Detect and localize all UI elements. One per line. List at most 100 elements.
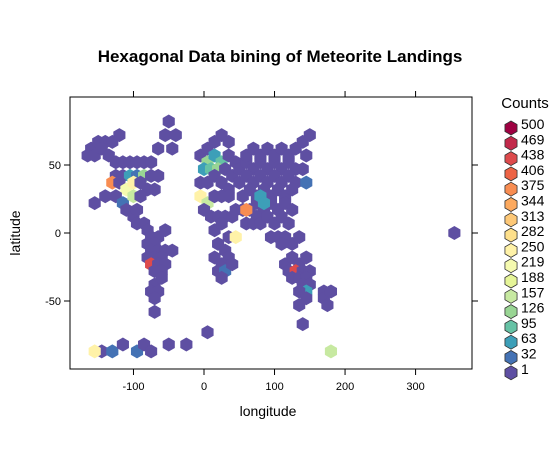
hexbin-cell [303, 128, 316, 143]
y-axis-label: latitude [7, 210, 23, 255]
legend-swatch [504, 334, 518, 350]
legend-swatch [504, 258, 518, 274]
x-tick-label: 200 [336, 381, 354, 393]
legend-label: 188 [521, 269, 545, 285]
hexbin-cell [286, 202, 299, 217]
x-axis: -100 0 100 200 300 [122, 91, 425, 393]
legend-swatch [504, 227, 518, 243]
hexbin-cell [293, 230, 306, 245]
hexbin-cell [300, 250, 313, 265]
hexbin-cell [159, 128, 172, 143]
hexbin-cell [324, 344, 338, 359]
legend-swatch [504, 166, 518, 182]
hexbin-cell [145, 155, 158, 170]
hexbin-cell [293, 298, 306, 313]
hexbin-cell [222, 189, 235, 204]
hexbin-cell [222, 134, 235, 149]
hexbin-cell [282, 216, 295, 231]
legend-swatch [504, 151, 518, 167]
legend-label: 63 [521, 330, 537, 346]
legend-label: 469 [521, 131, 545, 147]
legend-swatch [504, 319, 518, 335]
hexbin-cell [162, 337, 175, 352]
legend-swatch [504, 350, 518, 365]
legend-label: 344 [521, 193, 545, 209]
hexbin-cell [113, 128, 126, 143]
legend-swatch [504, 181, 518, 197]
legend-label: 500 [521, 116, 545, 132]
hexbin-cell [159, 223, 172, 238]
hexbin-cell [166, 243, 179, 258]
legend: Counts 500469438406375344313282250219188… [501, 95, 549, 381]
legend-label: 32 [521, 346, 537, 362]
hexbin-cell [130, 202, 144, 217]
y-tick-label: 0 [55, 228, 61, 240]
hexbin-cell [296, 162, 309, 177]
y-tick-label: -50 [45, 296, 61, 308]
legend-label: 313 [521, 208, 545, 224]
y-axis: -50 0 50 [45, 160, 478, 308]
legend-swatch [504, 120, 518, 136]
legend-label: 375 [521, 177, 545, 193]
hexbin-cell [148, 291, 161, 306]
hexbin-cell [166, 141, 179, 156]
x-tick-label: 100 [265, 381, 283, 393]
x-tick-label: -100 [122, 381, 144, 393]
legend-label: 282 [521, 223, 545, 239]
hexbin-cell [300, 175, 313, 190]
legend-label: 1 [521, 361, 529, 377]
hexbin-cell [116, 337, 129, 352]
chart-title: Hexagonal Data bining of Meteorite Landi… [98, 47, 463, 66]
hexbin-cell [201, 325, 214, 340]
legend-swatch [504, 273, 518, 289]
hexbin-cell [226, 257, 239, 272]
hexbin-cell [300, 148, 313, 163]
legend-swatch [504, 212, 518, 228]
hexbin-cell [321, 298, 334, 313]
legend-label: 250 [521, 238, 545, 254]
hexbin-cell [229, 230, 242, 245]
legend-swatch [504, 135, 518, 151]
hexbin-cell [162, 114, 175, 129]
hexbin-cell [240, 202, 253, 217]
hexbin-cell [286, 182, 299, 197]
hexbin-cell [152, 141, 165, 156]
legend-swatch [504, 197, 518, 212]
legend-label: 157 [521, 284, 545, 300]
legend-label: 126 [521, 300, 545, 316]
hexbin-cell [257, 196, 271, 211]
hexbin-cell [106, 344, 119, 359]
legend-label: 219 [521, 254, 545, 270]
x-tick-label: 0 [201, 381, 207, 393]
legend-label: 438 [521, 147, 545, 163]
hexbin-cell [88, 196, 101, 211]
x-axis-label: longitude [240, 403, 297, 419]
hexbin-cell [99, 189, 112, 204]
hexbin-cell [180, 337, 193, 352]
legend-swatch [504, 365, 518, 381]
hexbin-cell [215, 270, 228, 285]
legend-swatch [504, 242, 518, 258]
hexbin-cell [134, 189, 147, 204]
hexbin-cell [324, 284, 338, 299]
hexbin-cell [88, 344, 101, 359]
hexbin-cell [215, 216, 228, 231]
hexbin-cell [145, 344, 158, 359]
hexbin-cell [152, 168, 165, 183]
legend-label: 406 [521, 162, 545, 178]
hexbin-cell [148, 182, 161, 197]
legend-title: Counts [501, 95, 549, 112]
hexbin-cells [81, 114, 461, 359]
hexbin-cell [155, 270, 168, 285]
legend-label: 95 [521, 315, 537, 331]
hexbin-cell [148, 304, 161, 319]
x-tick-label: 300 [406, 381, 424, 393]
hexbin-cell [169, 128, 182, 143]
y-tick-label: 50 [49, 160, 61, 172]
legend-swatch [504, 288, 518, 304]
legend-swatch [504, 304, 518, 320]
hexbin-cell [275, 236, 288, 251]
hexbin-cell [448, 226, 461, 240]
hexbin-cell [296, 317, 309, 332]
